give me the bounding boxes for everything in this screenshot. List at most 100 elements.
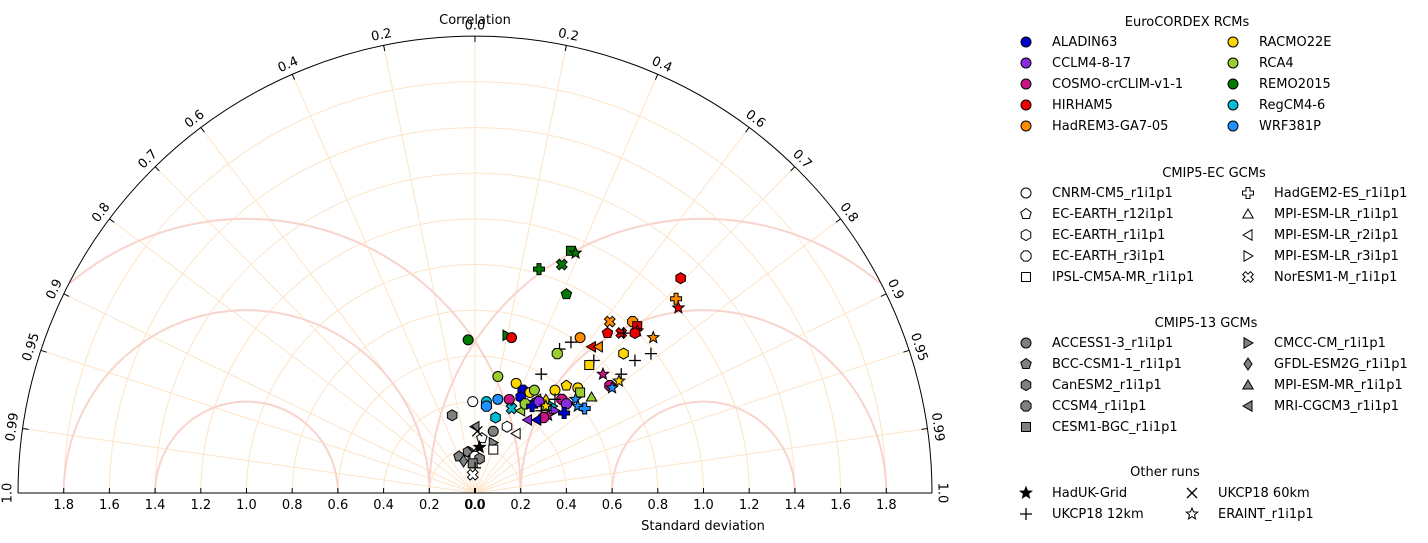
correlation-tick-label: 1.0 bbox=[935, 483, 950, 504]
legend: EuroCORDEX RCMs ALADIN63 CCLM4-8-17 COSMO-c… bbox=[1018, 15, 1408, 522]
legend-marker bbox=[1241, 379, 1255, 390]
correlation-tick-label: 0.95 bbox=[907, 331, 930, 363]
legend-marker bbox=[1020, 99, 1032, 111]
legend-label: EC-EARTH_r12i1p1 bbox=[1052, 207, 1174, 222]
sd-tick-label: 0.0 bbox=[464, 498, 485, 513]
legend-label: MPI-ESM-LR_r2i1p1 bbox=[1274, 228, 1399, 243]
data-point bbox=[488, 444, 499, 455]
correlation-tick bbox=[654, 73, 659, 80]
correlation-axis-label: Correlation bbox=[439, 13, 511, 28]
legend-label: CESM1-BGC_r1i1p1 bbox=[1052, 420, 1178, 435]
legend-marker bbox=[1243, 336, 1254, 350]
legend-label: EC-EARTH_r3i1p1 bbox=[1052, 249, 1165, 264]
correlation-tick-label: 0.8 bbox=[89, 200, 113, 226]
sd-tick-label: 0.8 bbox=[282, 498, 303, 513]
sd-tick-label: 1.8 bbox=[876, 498, 897, 513]
sd-tick-label: 0.2 bbox=[419, 498, 440, 513]
legend-label: GFDL-ESM2G_r1i1p1 bbox=[1274, 357, 1408, 372]
data-point bbox=[617, 327, 630, 340]
data-point bbox=[560, 398, 572, 410]
correlation-tick-label: 0.6 bbox=[182, 107, 208, 131]
data-point bbox=[472, 439, 487, 454]
legend-marker bbox=[1184, 506, 1200, 520]
correlation-tick bbox=[63, 293, 70, 297]
correlation-tick bbox=[383, 45, 386, 52]
legend-marker bbox=[1020, 57, 1032, 69]
data-point bbox=[574, 332, 586, 344]
correlation-gridline bbox=[474, 428, 928, 494]
legend-label: IPSL-CM5A-MR_r1i1p1 bbox=[1052, 270, 1194, 285]
legend-marker bbox=[1242, 399, 1253, 413]
standard-deviation-axis-label: Standard deviation bbox=[641, 519, 765, 534]
legend-label: CanESM2_r1i1p1 bbox=[1052, 378, 1162, 393]
data-point bbox=[506, 332, 518, 344]
correlation-gridline bbox=[291, 73, 476, 494]
legend-marker bbox=[1241, 270, 1255, 284]
legend-label: ERAINT_r1i1p1 bbox=[1218, 507, 1314, 522]
data-point bbox=[487, 425, 499, 437]
data-point bbox=[671, 300, 686, 314]
data-point bbox=[628, 354, 641, 367]
data-point bbox=[646, 330, 661, 344]
data-point bbox=[462, 334, 474, 346]
data-point bbox=[446, 409, 458, 422]
data-point bbox=[530, 413, 542, 426]
data-point bbox=[578, 402, 591, 415]
correlation-tick bbox=[903, 349, 910, 353]
correlation-tick bbox=[880, 293, 887, 297]
legend-marker bbox=[1186, 487, 1198, 499]
sd-tick-label: 1.2 bbox=[739, 498, 760, 513]
data-point bbox=[605, 380, 620, 394]
legend-label: HadGEM2-ES_r1i1p1 bbox=[1274, 186, 1407, 201]
data-point bbox=[538, 398, 553, 413]
data-point bbox=[675, 272, 686, 285]
legend-label: COSMO-crCLIM-v1-1 bbox=[1052, 77, 1183, 92]
correlation-tick-label: 0.0 bbox=[465, 19, 486, 34]
correlation-gridline bbox=[474, 127, 750, 494]
data-point bbox=[570, 398, 585, 413]
legend-label: RCA4 bbox=[1259, 56, 1294, 71]
legend-title: EuroCORDEX RCMs bbox=[1125, 15, 1250, 30]
data-point bbox=[458, 454, 469, 468]
data-point bbox=[603, 315, 616, 328]
legend-label: HIRHAM5 bbox=[1052, 98, 1113, 113]
data-point bbox=[548, 393, 561, 406]
correlation-tick bbox=[154, 166, 160, 172]
correlation-gridline bbox=[40, 349, 476, 494]
data-point bbox=[615, 368, 628, 381]
legend-label: ALADIN63 bbox=[1052, 35, 1117, 50]
sd-tick-label: 1.6 bbox=[830, 498, 851, 513]
legend-label: EC-EARTH_r1i1p1 bbox=[1052, 228, 1165, 243]
sd-tick-label: 0.4 bbox=[556, 498, 577, 513]
legend-marker bbox=[1242, 187, 1254, 199]
data-point bbox=[510, 427, 521, 440]
sd-tick-label: 0.6 bbox=[328, 498, 349, 513]
data-point bbox=[592, 340, 603, 353]
sd-tick-label: 1.8 bbox=[53, 498, 74, 513]
data-point bbox=[492, 393, 504, 405]
data-point bbox=[584, 360, 595, 371]
legend-marker bbox=[1020, 78, 1032, 90]
correlation-gridline bbox=[22, 428, 476, 494]
correlation-tick bbox=[200, 127, 205, 133]
data-point-shape bbox=[555, 258, 568, 271]
legend-marker-shape bbox=[1241, 270, 1255, 284]
correlation-tick-label: 0.6 bbox=[742, 107, 768, 131]
sd-tick-label: 0.0 bbox=[465, 498, 486, 513]
data-point bbox=[601, 326, 614, 338]
correlation-gridline bbox=[200, 127, 476, 494]
correlation-tick bbox=[40, 349, 47, 353]
legend-label: MRI-CGCM3_r1i1p1 bbox=[1274, 399, 1399, 414]
legend-marker bbox=[1227, 57, 1239, 69]
data-point bbox=[476, 432, 488, 444]
correlation-tick-label: 0.9 bbox=[43, 277, 66, 302]
correlation-tick bbox=[291, 73, 296, 80]
data-point bbox=[532, 263, 545, 276]
sd-tick-label: 1.6 bbox=[99, 498, 120, 513]
correlation-tick bbox=[745, 127, 750, 133]
data-point bbox=[521, 413, 533, 426]
legend-marker bbox=[1018, 485, 1034, 499]
legend-marker bbox=[1020, 250, 1032, 262]
rms-contour bbox=[611, 400, 796, 494]
legend-label: MPI-ESM-LR_r1i1p1 bbox=[1274, 207, 1399, 222]
